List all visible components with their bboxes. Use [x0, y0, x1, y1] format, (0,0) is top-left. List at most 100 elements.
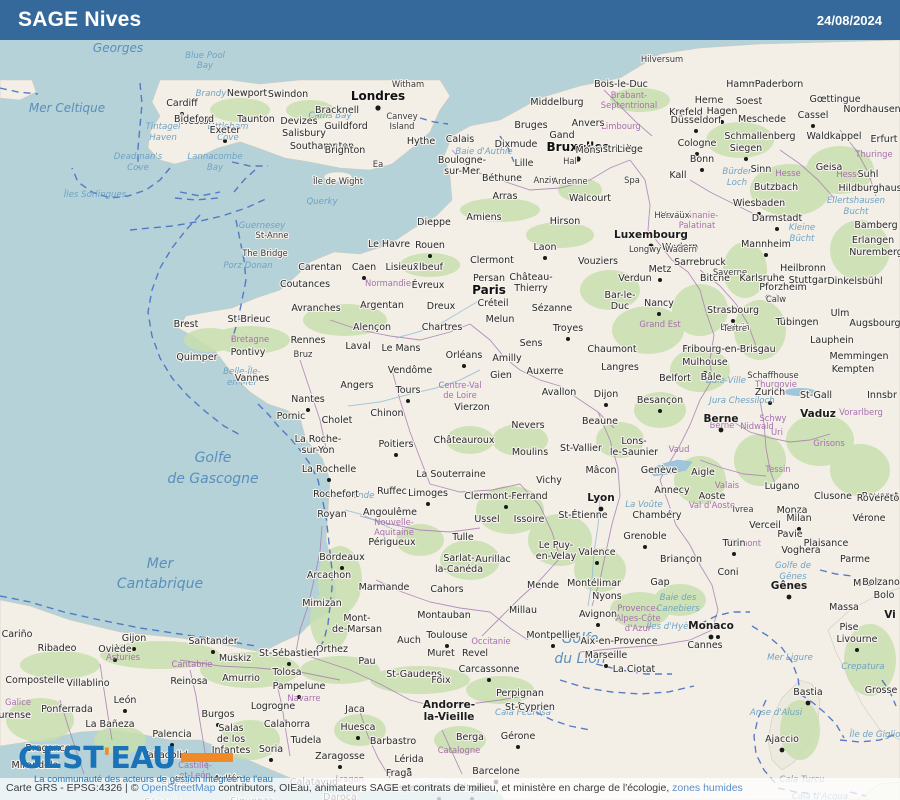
- sea-label: La Voûte: [625, 499, 663, 510]
- region-label: Bretagne: [231, 334, 269, 344]
- city-label: Kempten: [832, 364, 874, 375]
- sea-label: Querky: [306, 197, 338, 207]
- region-label: Aquitaine: [374, 527, 414, 537]
- sea-label: Cantabrique: [117, 576, 203, 592]
- city-label: Périgueux: [368, 537, 416, 548]
- sea-label: Golfe de: [775, 561, 811, 571]
- city-label: Île de Wight: [312, 175, 364, 186]
- city-label: La Bañeza: [85, 719, 134, 730]
- city-label: Dixmude: [495, 139, 538, 150]
- city-label: Évreux: [412, 279, 445, 291]
- region-label: Tessin: [764, 464, 790, 474]
- city-label: Lérida: [394, 754, 423, 765]
- city-label: La Rochelle: [302, 464, 356, 475]
- sea-label: Blue Pool: [185, 51, 225, 61]
- city-label: Monaco: [688, 620, 734, 632]
- city-label: Quimper: [176, 352, 217, 363]
- city-label: Soria: [259, 744, 283, 755]
- sea-label: Guernesey: [239, 221, 286, 231]
- city-label: Ea: [373, 159, 383, 169]
- zones-humides-link[interactable]: zones humides: [672, 782, 743, 794]
- city-label: Sarlat-: [443, 553, 474, 564]
- city-label: Nevers: [511, 420, 544, 431]
- city-label: Coutances: [280, 279, 330, 290]
- map-canvas[interactable]: Georges Blue Pool Bay Mer Celtique Brandy Tin…: [0, 40, 900, 800]
- region-label: d'Azur: [625, 623, 652, 633]
- sea-label: Crepatura: [841, 662, 884, 672]
- header-date: 24/08/2024: [816, 12, 882, 28]
- city-label: Cologne: [678, 138, 717, 149]
- city-label: Pavie: [777, 529, 802, 540]
- city-label: Wadern: [665, 244, 697, 254]
- city-label: Lauphein: [810, 335, 854, 346]
- city-label: Butzbach: [754, 182, 798, 193]
- city-label: Metz: [649, 264, 672, 275]
- city-label: Milan: [786, 513, 811, 524]
- city-label: Mirandela: [12, 760, 59, 771]
- city-label: Dinkelsbühl: [827, 276, 882, 287]
- city-label: Livourne: [837, 634, 878, 645]
- city-label: Augsbourg: [849, 318, 900, 329]
- city-label: sur-Yon: [302, 445, 335, 456]
- city-label: Hervaux: [654, 210, 689, 220]
- city-label: Valladolid: [142, 750, 188, 761]
- sea-label: Bay: [197, 61, 214, 71]
- sea-label: Littleham: [208, 122, 249, 132]
- city-label: Gand: [549, 130, 574, 141]
- city-label: Boulogne-: [438, 155, 486, 166]
- city-label: Monza: [777, 505, 808, 516]
- city-label: Witham: [392, 79, 424, 89]
- region-label: Schwy: [759, 413, 786, 423]
- city-label: Ardenne: [552, 176, 587, 186]
- sea-label: Haven: [149, 133, 177, 143]
- openstreetmap-link[interactable]: OpenStreetMap: [141, 782, 216, 794]
- city-label: Schaffhouse: [747, 370, 798, 380]
- city-label: Bruges: [514, 120, 547, 131]
- city-label: Montélimar: [567, 578, 621, 589]
- city-label: Sens: [520, 338, 543, 349]
- city-label: Lugano: [765, 481, 800, 492]
- city-label: Fraga: [386, 768, 412, 779]
- city-label: Elbeuf: [413, 262, 444, 273]
- rivers: [344, 299, 601, 607]
- city-label: Vierzon: [454, 402, 490, 413]
- city-label: St-Gall: [800, 390, 832, 401]
- city-label: Londres: [351, 89, 405, 103]
- city-label: Bar-le-: [605, 290, 636, 301]
- city-label: Nyons: [592, 591, 622, 602]
- city-label: Bastia: [793, 687, 822, 698]
- city-label: Marmande: [359, 582, 410, 593]
- city-label: Longwy: [629, 244, 661, 254]
- sea-label: Cams Bay: [308, 111, 352, 121]
- city-label: Toulouse: [425, 630, 467, 641]
- city-label: Santander: [188, 636, 237, 647]
- city-label: Guildford: [324, 121, 368, 132]
- city-label: Bragance: [25, 743, 70, 754]
- sea-label: Île de Giglio: [850, 728, 900, 740]
- city-label: Calw: [766, 294, 786, 304]
- city-label: Verceil: [749, 520, 781, 531]
- city-label: Vannes: [235, 373, 269, 384]
- city-label: Bordeaux: [319, 552, 365, 563]
- city-label: Avranches: [291, 303, 340, 314]
- city-label: Salisbury: [282, 128, 326, 139]
- sea-label: Bücht: [790, 234, 816, 244]
- city-label: Sarrebruck: [674, 257, 726, 268]
- city-label: Bonn: [690, 154, 714, 165]
- city-label: Vouziers: [578, 256, 618, 267]
- region-label: Occitanie: [471, 636, 510, 646]
- city-label: Soest: [736, 96, 763, 107]
- city-label: Innsbr: [867, 390, 897, 401]
- city-label: Clusone: [814, 491, 852, 502]
- region-label: Navarre: [287, 693, 320, 703]
- sea-label: Loch: [727, 178, 747, 188]
- sea-label: Golfe: [195, 450, 232, 466]
- sea-label: Îles Sorlingues: [64, 188, 127, 200]
- city-label: Cassel: [798, 110, 829, 121]
- city-label: Hamm: [726, 79, 757, 90]
- city-label: la-Vieille: [424, 711, 475, 723]
- city-label: Andorre-: [423, 699, 475, 711]
- city-label: Ruffec: [377, 486, 407, 497]
- region-label: Thuringe: [854, 149, 892, 159]
